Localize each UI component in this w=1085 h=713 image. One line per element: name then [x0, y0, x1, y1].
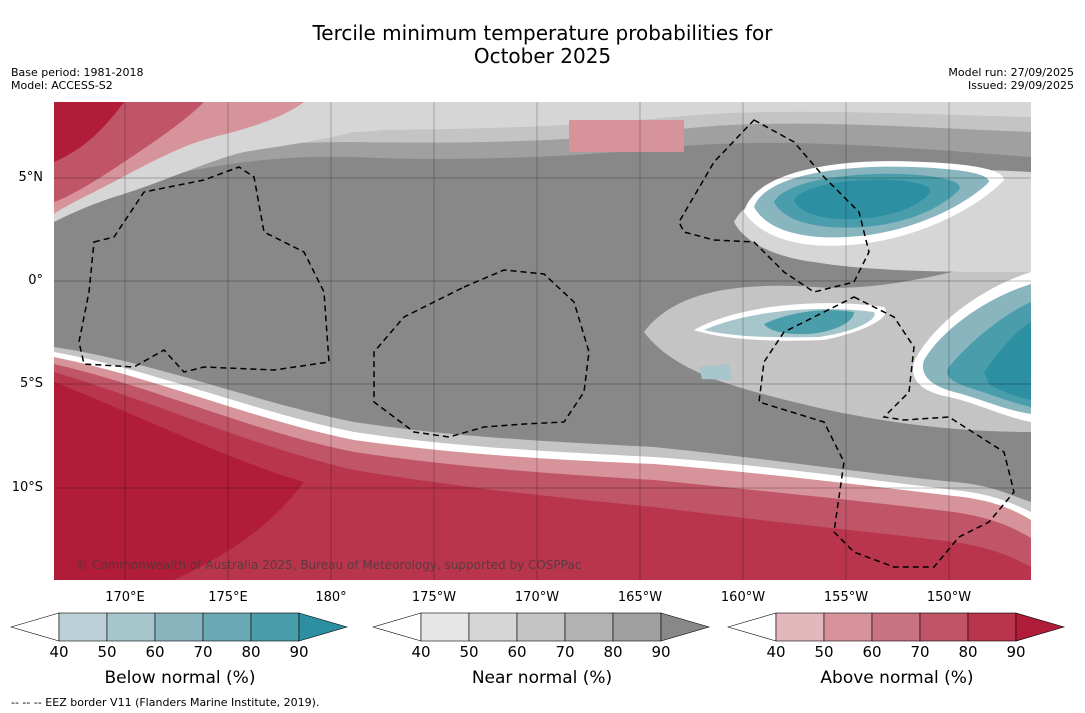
probability-map — [54, 102, 1031, 580]
eez-phoenix-islands — [373, 269, 590, 438]
cb-near-label: Near normal (%) — [471, 668, 613, 688]
cb-below-80-90 — [250, 612, 300, 642]
colorbar-above — [727, 612, 1066, 642]
cb-near-arrow-right — [660, 612, 711, 642]
cb-above-tick: 80 — [958, 643, 978, 661]
issued-date: Issued: 29/09/2025 — [967, 79, 1074, 92]
lon-label-175e: 175°E — [208, 590, 248, 605]
cb-above-60-70 — [871, 612, 921, 642]
eez-footnote: -- -- -- EEZ border V11 (Flanders Marine… — [11, 696, 320, 709]
base-period: Base period: 1981-2018 — [11, 66, 144, 79]
below-normal-center-80 — [764, 310, 854, 335]
lon-label-155w: 155°W — [823, 590, 869, 605]
cb-above-tick: 70 — [910, 643, 930, 661]
model-run: Model run: 27/09/2025 — [948, 66, 1074, 79]
cb-below-arrow-right — [298, 612, 349, 642]
gridlines — [54, 102, 1031, 580]
cb-above-label: Above normal (%) — [820, 668, 974, 688]
cb-near-70-80 — [564, 612, 614, 642]
cb-near-tick: 60 — [507, 643, 527, 661]
cb-below-arrow-left — [10, 612, 60, 642]
cb-above-40-50 — [775, 612, 825, 642]
cb-near-50-60 — [468, 612, 518, 642]
lat-label-0: 0° — [28, 273, 43, 288]
cb-near-60-70 — [516, 612, 566, 642]
lat-label-5s: 5°S — [19, 376, 43, 391]
cb-below-70-80 — [202, 612, 252, 642]
eez-line-islands-north — [678, 119, 870, 293]
lon-label-160w: 160°W — [720, 590, 766, 605]
lon-label-165w: 165°W — [617, 590, 663, 605]
below-normal-small-patch — [699, 364, 732, 380]
title-line-2: October 2025 — [473, 44, 612, 68]
cb-above-80-90 — [967, 612, 1017, 642]
eez-borders — [78, 119, 1015, 568]
above-normal-south-90 — [54, 382, 304, 580]
map-svg — [54, 102, 1031, 580]
cb-below-tick: 50 — [97, 643, 117, 661]
cb-above-arrow-left — [727, 612, 777, 642]
meta-left: Base period: 1981-2018 Model: ACCESS-S2 — [11, 66, 143, 92]
cb-above-tick: 40 — [766, 643, 786, 661]
cb-above-tick: 90 — [1006, 643, 1026, 661]
cb-near-tick: 70 — [555, 643, 575, 661]
lat-label-10s: 10°S — [11, 480, 43, 495]
cb-below-tick: 80 — [241, 643, 261, 661]
meta-right: Model run: 27/09/2025 Issued: 29/09/2025 — [948, 66, 1074, 92]
lon-label-170e: 170°E — [105, 590, 145, 605]
lon-label-170w: 170°W — [514, 590, 560, 605]
cb-below-40-50 — [58, 612, 108, 642]
cb-near-tick: 90 — [651, 643, 671, 661]
colorbar-below — [10, 612, 349, 642]
map-title: Tercile minimum temperature probabilitie… — [0, 22, 1085, 68]
cb-below-tick: 60 — [145, 643, 165, 661]
cb-above-tick: 60 — [862, 643, 882, 661]
cb-below-label: Below normal (%) — [104, 668, 256, 688]
cb-above-50-60 — [823, 612, 873, 642]
cb-above-tick: 50 — [814, 643, 834, 661]
eez-line-islands-south — [758, 296, 1015, 568]
lon-label-180: 180° — [315, 590, 347, 605]
below-normal-se-90 — [984, 322, 1031, 400]
colorbar-near — [372, 612, 711, 642]
cb-above-70-80 — [919, 612, 969, 642]
cb-near-arrow-left — [372, 612, 422, 642]
model-name: Model: ACCESS-S2 — [11, 79, 113, 92]
copyright-notice: © Commonwealth of Australia 2025, Bureau… — [76, 558, 582, 572]
cb-below-50-60 — [106, 612, 156, 642]
cb-near-80-90 — [612, 612, 662, 642]
cb-near-tick: 40 — [411, 643, 431, 661]
cb-below-tick: 90 — [289, 643, 309, 661]
above-normal-south-80 — [54, 372, 1031, 580]
below-normal-ne-90 — [794, 179, 931, 220]
above-normal-north-patch — [569, 120, 684, 152]
cb-near-tick: 50 — [459, 643, 479, 661]
cb-below-tick: 40 — [49, 643, 69, 661]
cb-below-tick: 70 — [193, 643, 213, 661]
above-normal-nw-90 — [54, 102, 124, 162]
eez-tuvalu-kiribati-west — [78, 166, 330, 373]
lon-label-175w: 175°W — [411, 590, 457, 605]
cb-below-60-70 — [154, 612, 204, 642]
cb-near-tick: 80 — [603, 643, 623, 661]
cb-above-arrow-right — [1015, 612, 1066, 642]
lat-label-5n: 5°N — [18, 170, 44, 185]
title-line-1: Tercile minimum temperature probabilitie… — [312, 21, 773, 45]
lon-label-150w: 150°W — [926, 590, 972, 605]
cb-near-40-50 — [420, 612, 470, 642]
